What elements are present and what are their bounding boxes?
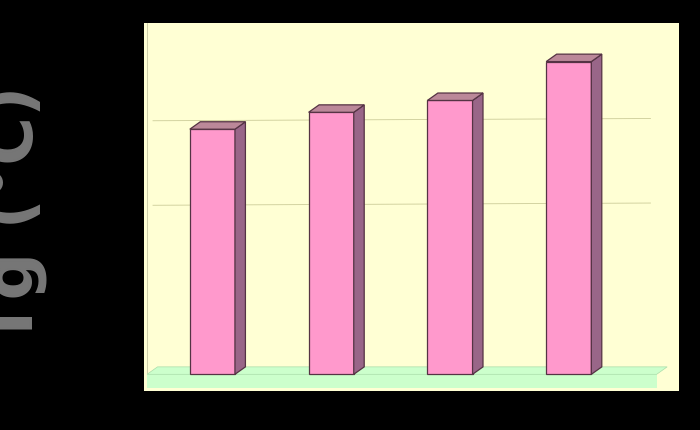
Polygon shape [546, 55, 602, 62]
Polygon shape [147, 375, 657, 388]
Polygon shape [147, 367, 667, 375]
Text: Tg (°C): Tg (°C) [0, 86, 48, 344]
Polygon shape [190, 130, 235, 375]
Polygon shape [309, 106, 364, 113]
Polygon shape [428, 94, 483, 101]
Polygon shape [354, 106, 364, 375]
Polygon shape [592, 55, 602, 375]
Polygon shape [190, 123, 246, 130]
Polygon shape [473, 94, 483, 375]
Polygon shape [235, 123, 246, 375]
Polygon shape [546, 62, 592, 375]
Polygon shape [309, 113, 354, 375]
Polygon shape [428, 101, 472, 375]
